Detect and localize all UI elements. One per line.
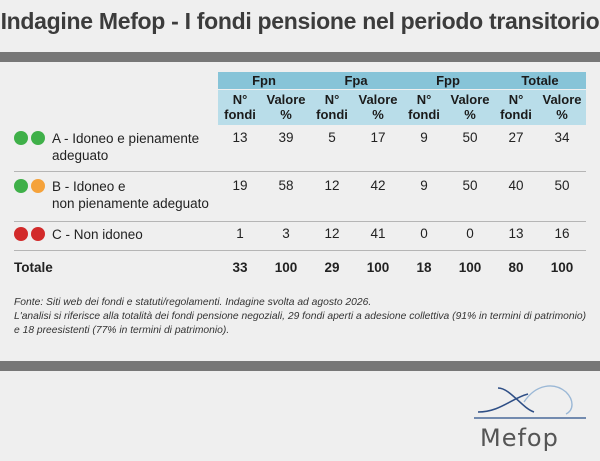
total-value: 100	[538, 249, 586, 284]
cell-value: 50	[446, 170, 494, 221]
mefop-logo-icon	[474, 385, 586, 419]
cell-value: 27	[508, 130, 524, 145]
cell-value: 12	[310, 220, 354, 250]
cell-value: 5	[328, 130, 336, 145]
cell-value: 3	[262, 220, 310, 250]
cell-value: 12	[310, 170, 354, 221]
sub-header-v: Valore %	[538, 88, 586, 125]
cell-value: 50	[462, 130, 478, 145]
total-row: Totale 33 100 29 100 18 100 80 100	[14, 249, 586, 284]
source-note: Fonte: Siti web dei fondi e statuti/rego…	[14, 297, 372, 308]
sub-header-n: N° fondi	[218, 88, 262, 125]
total-value: 18	[402, 249, 446, 284]
mefop-logo-text: Mefop	[480, 424, 559, 452]
cell-value: 9	[402, 170, 446, 221]
detail-note: L'analisi si riferisce alla totalità dei…	[14, 311, 587, 336]
cell-value: 0	[402, 220, 446, 250]
cell-value: 13	[494, 220, 538, 250]
cell-value: 0	[446, 220, 494, 250]
cell-value: 17	[370, 130, 386, 145]
cell-value: 42	[354, 170, 402, 221]
cell-value: 40	[494, 170, 538, 221]
table-row: C - Non idoneo 1 3 12 41 0 0 13 16	[14, 220, 586, 250]
sub-header-v: Valore %	[262, 88, 310, 125]
total-value: 33	[218, 249, 262, 284]
row-label: C - Non idoneo	[52, 226, 143, 242]
sub-header-v: Valore %	[354, 88, 402, 125]
group-header-fpa: Fpa	[310, 72, 402, 89]
cell-value: 41	[354, 220, 402, 250]
rating-dots	[14, 178, 52, 193]
sub-header-n: N° fondi	[494, 88, 538, 125]
total-value: 100	[354, 249, 402, 284]
total-value: 100	[446, 249, 494, 284]
row-label: B - Idoneo e non pienamente adeguato	[52, 178, 209, 211]
green-dot-icon	[14, 131, 28, 145]
page-title: Indagine Mefop - I fondi pensione nel pe…	[0, 8, 600, 34]
results-table: Fpn Fpa Fpp Totale N° fondi Valore % N° …	[14, 72, 586, 284]
group-header-fpp: Fpp	[402, 72, 494, 89]
rating-dots	[14, 226, 52, 241]
sub-header-n: N° fondi	[310, 88, 354, 125]
cell-value: 58	[262, 170, 310, 221]
cell-value: 1	[218, 220, 262, 250]
row-label: A - Idoneo e pienamente adeguato	[52, 131, 200, 163]
table-row: A - Idoneo e pienamente adeguato 13 39 5…	[14, 125, 586, 171]
cell-value: 9	[420, 130, 428, 145]
cell-value: 50	[538, 170, 586, 221]
table-row: B - Idoneo e non pienamente adeguato 19 …	[14, 170, 586, 221]
rating-dots	[14, 130, 52, 145]
top-divider-bar	[0, 52, 600, 62]
cell-value: 13	[232, 130, 248, 145]
total-value: 100	[262, 249, 310, 284]
sub-header-n: N° fondi	[402, 88, 446, 125]
green-dot-icon	[14, 178, 28, 193]
total-label: Totale	[14, 249, 218, 284]
cell-value: 19	[218, 170, 262, 221]
bottom-divider-bar	[0, 361, 600, 371]
cell-value: 39	[278, 130, 294, 145]
cell-value: 16	[538, 220, 586, 250]
red-dot-icon	[14, 226, 28, 241]
group-header-fpn: Fpn	[218, 72, 310, 89]
total-value: 29	[310, 249, 354, 284]
footnotes: Fonte: Siti web dei fondi e statuti/rego…	[14, 296, 589, 338]
red-dot-icon	[31, 226, 45, 241]
orange-dot-icon	[31, 178, 45, 193]
green-dot-icon	[31, 131, 45, 145]
total-value: 80	[494, 249, 538, 284]
cell-value: 34	[554, 130, 570, 145]
sub-header-v: Valore %	[446, 88, 494, 125]
group-header-totale: Totale	[494, 72, 586, 89]
